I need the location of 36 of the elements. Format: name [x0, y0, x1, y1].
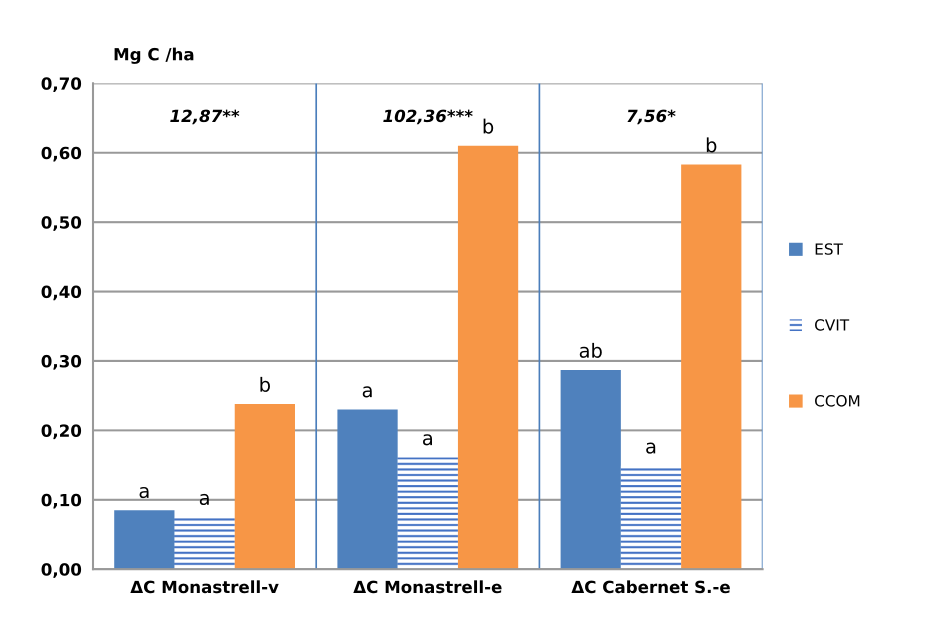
x-tick-label: ΔC Monastrell-e — [353, 580, 502, 594]
data-label: a — [646, 442, 656, 454]
annotation: 102,36*** — [383, 110, 473, 124]
bar — [114, 510, 174, 570]
data-label: b — [706, 137, 716, 152]
x-tick-label: ΔC Monastrell-v — [130, 580, 279, 594]
bar — [458, 146, 518, 570]
annotation: 12,87** — [170, 110, 240, 124]
legend-label: CVIT — [815, 319, 850, 331]
annotation: 7,56* — [627, 110, 676, 124]
data-label: ab — [580, 342, 602, 358]
data-label: b — [484, 118, 494, 134]
y-tick-label: 0,00 — [42, 563, 82, 578]
y-tick-label: 0,40 — [42, 286, 82, 300]
bar — [337, 410, 398, 570]
bar — [398, 457, 458, 570]
bar — [560, 370, 621, 570]
bar — [234, 404, 295, 570]
data-label: a — [423, 434, 432, 446]
data-label: b — [260, 376, 270, 392]
legend-label: CCOM — [815, 395, 860, 407]
y-axis-title: Mg C /ha — [114, 48, 194, 64]
data-label: a — [140, 486, 149, 498]
y-tick-label: 0,70 — [42, 77, 82, 92]
data-label: a — [362, 386, 372, 398]
y-tick-label: 0,30 — [42, 354, 82, 370]
y-tick-label: 0,50 — [42, 216, 82, 231]
y-tick-label: 0,20 — [42, 424, 82, 440]
bar — [620, 466, 682, 570]
bar — [681, 164, 742, 570]
legend-label: EST — [816, 243, 843, 255]
bar — [174, 517, 235, 570]
x-tick-label: ΔC Cabernet S.-e — [571, 580, 730, 594]
y-tick-label: 0,60 — [42, 146, 82, 162]
y-tick-label: 0,10 — [42, 494, 82, 508]
data-label: a — [200, 494, 209, 506]
